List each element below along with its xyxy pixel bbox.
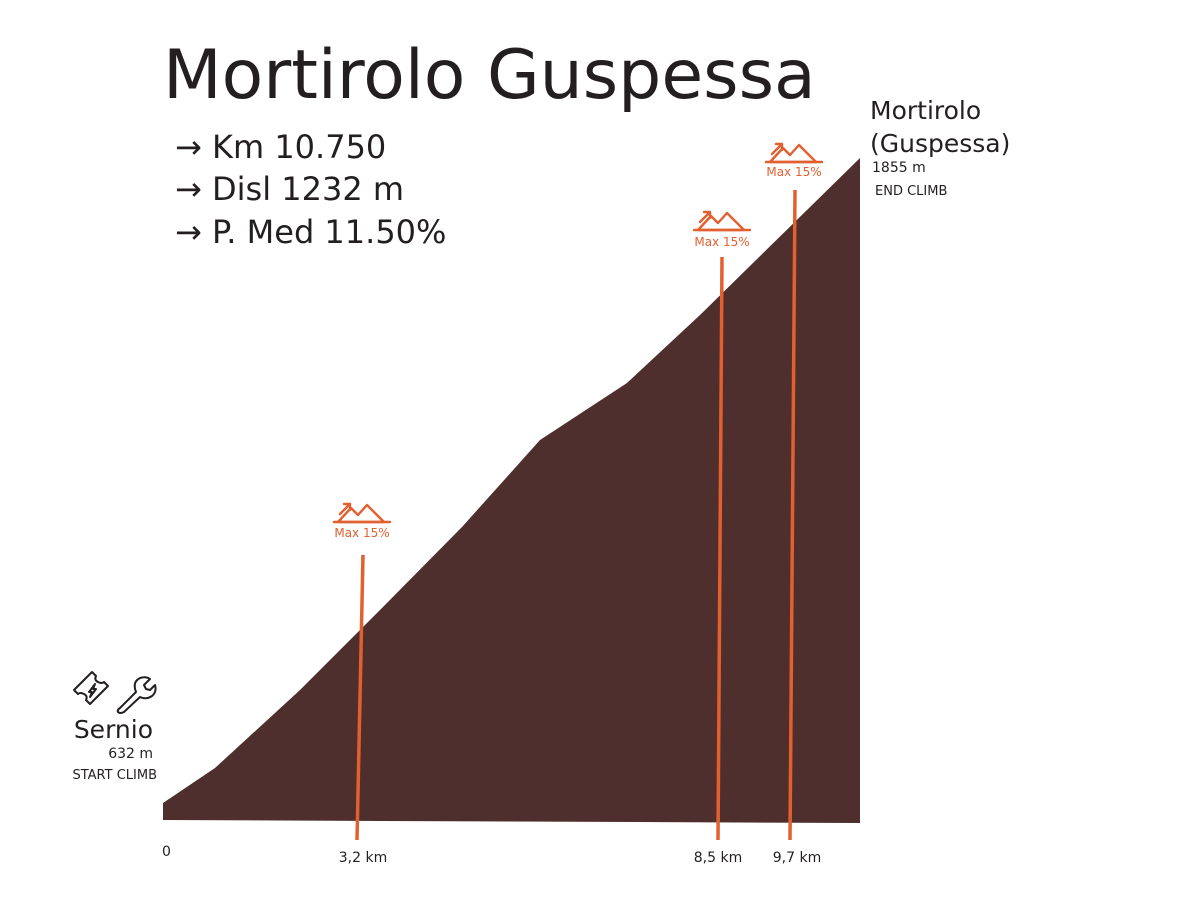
start-label: START CLIMB (72, 768, 157, 783)
end-name: Mortirolo (870, 96, 981, 125)
start-name: Sernio (74, 715, 153, 744)
axis-start: 0 (162, 844, 171, 860)
stat: → P. Med 11.50% (175, 213, 446, 251)
marker-distance: 8,5 km (694, 850, 742, 866)
start-icons (73, 671, 157, 714)
marker-icon (332, 502, 392, 524)
marker-icon (692, 210, 752, 232)
marker-label: Max 15% (766, 165, 821, 179)
profile (163, 158, 860, 823)
end-elevation: 1855 m (872, 160, 926, 176)
marker-label: Max 15% (694, 235, 749, 249)
start-elevation: 632 m (108, 746, 153, 762)
end-label: END CLIMB (875, 184, 947, 199)
end-name: (Guspessa) (870, 129, 1010, 158)
marker-line (788, 189, 797, 841)
marker-icon (764, 142, 824, 164)
marker-distance: 9,7 km (773, 850, 821, 866)
marker-line (355, 554, 365, 841)
marker-line (716, 256, 724, 841)
stat: → Disl 1232 m (175, 170, 404, 208)
marker-distance: 3,2 km (339, 850, 387, 866)
stat: → Km 10.750 (175, 128, 386, 166)
title: Mortirolo Guspessa (163, 36, 816, 115)
marker-label: Max 15% (334, 526, 389, 540)
